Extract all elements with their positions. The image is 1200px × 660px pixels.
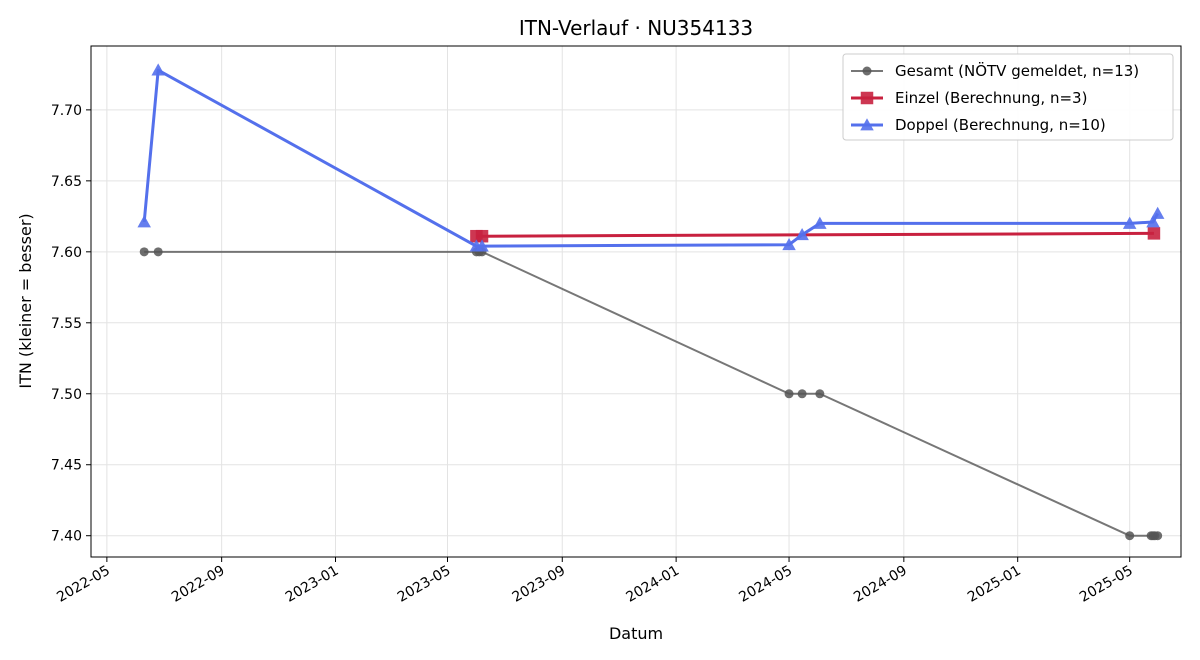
x-axis-label: Datum bbox=[609, 624, 663, 643]
series-1-square bbox=[470, 227, 1161, 243]
y-tick-label: 7.45 bbox=[51, 458, 82, 474]
data-point bbox=[815, 389, 825, 399]
data-point bbox=[153, 247, 163, 257]
x-tick-label: 2022-09 bbox=[169, 563, 228, 606]
legend-label: Gesamt (NÖTV gemeldet, n=13) bbox=[895, 61, 1139, 80]
legend-entry: Einzel (Berechnung, n=3) bbox=[851, 89, 1087, 107]
series-line bbox=[476, 231, 1154, 238]
x-tick-label: 2024-09 bbox=[851, 563, 910, 606]
data-point bbox=[1122, 216, 1137, 229]
series-layer bbox=[137, 63, 1165, 541]
data-point bbox=[797, 389, 807, 399]
y-tick-label: 7.65 bbox=[51, 174, 82, 190]
y-axis-label: ITN (kleiner = besser) bbox=[16, 213, 35, 388]
x-tick-label: 2024-05 bbox=[736, 563, 795, 606]
legend-marker bbox=[860, 118, 874, 131]
data-point bbox=[813, 216, 827, 229]
plot-frame bbox=[90, 45, 1182, 558]
legend-entry: Doppel (Berechnung, n=10) bbox=[851, 116, 1106, 134]
chart-title: ITN-Verlauf · NU354133 bbox=[519, 16, 753, 40]
data-point bbox=[151, 63, 165, 76]
legend-label: Doppel (Berechnung, n=10) bbox=[895, 116, 1106, 134]
legend-label: Einzel (Berechnung, n=3) bbox=[895, 89, 1087, 107]
series-2-triangle bbox=[137, 63, 1165, 252]
data-point bbox=[137, 215, 151, 228]
y-tick-label: 7.60 bbox=[51, 245, 82, 261]
data-point bbox=[1150, 206, 1165, 219]
x-tick-label: 2025-01 bbox=[965, 563, 1024, 606]
legend-marker bbox=[862, 66, 872, 76]
series-line bbox=[142, 68, 1159, 248]
y-tick-label: 7.55 bbox=[51, 316, 82, 332]
legend: Gesamt (NÖTV gemeldet, n=13) Einzel (Bere… bbox=[842, 53, 1174, 141]
y-tick-label: 7.70 bbox=[51, 103, 82, 119]
data-point bbox=[1153, 531, 1163, 541]
legend-entry: Gesamt (NÖTV gemeldet, n=13) bbox=[851, 61, 1139, 80]
x-tick-label: 2024-01 bbox=[623, 563, 682, 606]
x-tick-label: 2023-09 bbox=[510, 563, 569, 606]
x-tick-label: 2022-05 bbox=[54, 563, 113, 606]
data-point bbox=[475, 239, 489, 252]
legend-marker bbox=[860, 91, 874, 105]
data-point bbox=[795, 228, 809, 241]
data-point bbox=[139, 247, 149, 257]
data-point bbox=[782, 237, 796, 251]
y-tick-label: 7.40 bbox=[51, 529, 82, 545]
axis-layer: 2022-05 2022-09 2023-01 2023-05 2023-09 2024-… bbox=[51, 103, 1136, 606]
data-point bbox=[1125, 531, 1135, 541]
y-tick-label: 7.50 bbox=[51, 387, 82, 403]
legend-box bbox=[842, 53, 1174, 141]
x-tick-label: 2023-01 bbox=[283, 563, 342, 606]
data-point bbox=[1147, 227, 1161, 240]
x-tick-label: 2025-05 bbox=[1077, 563, 1136, 606]
data-point bbox=[1146, 215, 1160, 228]
data-point bbox=[475, 229, 489, 243]
data-point bbox=[784, 389, 794, 399]
x-tick-label: 2023-05 bbox=[395, 563, 454, 606]
